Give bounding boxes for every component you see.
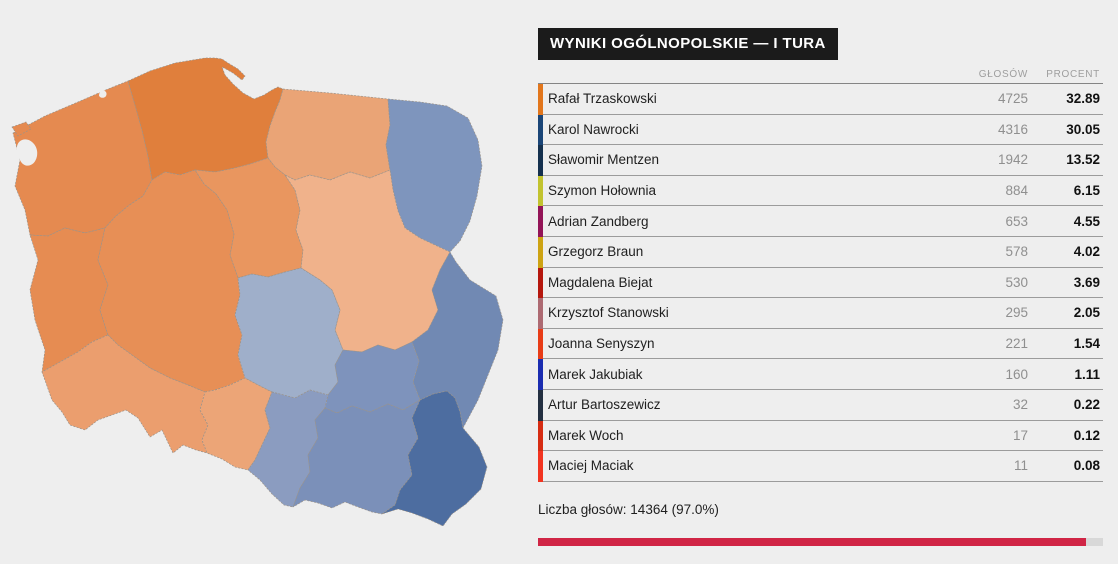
candidate-name: Joanna Senyszyn: [548, 336, 655, 352]
column-header-votes: GŁOSÓW: [978, 69, 1028, 80]
candidate-name: Krzysztof Stanowski: [548, 305, 669, 321]
candidate-color-bar: [538, 206, 543, 237]
candidate-votes: 221: [1005, 336, 1028, 352]
table-row: Artur Bartoszewicz 32 0.22: [538, 389, 1103, 421]
candidate-color-bar: [538, 420, 543, 452]
region-podkarpackie[interactable]: [381, 390, 488, 527]
candidate-votes: 1942: [997, 152, 1028, 168]
candidate-color-bar: [538, 328, 543, 360]
region-zachodniopomorskie[interactable]: [12, 80, 153, 237]
poland-choropleth-map: [0, 0, 520, 564]
candidate-color-bar: [538, 359, 543, 390]
candidate-percent: 0.12: [1073, 427, 1100, 443]
candidate-votes: 295: [1005, 305, 1028, 321]
candidate-color-bar: [538, 145, 543, 176]
candidate-name: Rafał Trzaskowski: [548, 91, 657, 107]
region-warminsko-mazurskie[interactable]: [265, 88, 391, 181]
table-row: Marek Jakubiak 160 1.11: [538, 359, 1103, 390]
region-opolskie[interactable]: [199, 377, 273, 471]
table-row: Krzysztof Stanowski 295 2.05: [538, 298, 1103, 329]
table-row: Szymon Hołownia 884 6.15: [538, 175, 1103, 207]
table-row: Sławomir Mentzen 1942 13.52: [538, 145, 1103, 176]
candidate-votes: 11: [1013, 458, 1028, 474]
progress-track: [538, 538, 1103, 546]
region-pomorskie[interactable]: [127, 57, 284, 181]
table-row: Rafał Trzaskowski 4725 32.89: [538, 84, 1103, 115]
candidate-percent: 13.52: [1066, 152, 1100, 168]
table-row: Joanna Senyszyn 221 1.54: [538, 328, 1103, 360]
candidate-percent: 4.02: [1073, 244, 1100, 260]
candidate-percent: 4.55: [1073, 213, 1100, 229]
candidate-name: Szymon Hołownia: [548, 183, 657, 199]
candidate-percent: 3.69: [1073, 274, 1100, 290]
region-lodzkie[interactable]: [234, 267, 344, 399]
candidate-color-bar: [538, 389, 543, 421]
candidate-votes: 653: [1005, 213, 1028, 229]
candidate-color-bar: [538, 236, 543, 268]
results-table-body: Rafał Trzaskowski 4725 32.89 Karol Nawro…: [538, 84, 1103, 482]
candidate-color-bar: [538, 114, 543, 146]
candidate-color-bar: [538, 267, 543, 299]
candidate-percent: 1.11: [1074, 366, 1100, 382]
candidate-color-bar: [538, 298, 543, 329]
candidate-percent: 6.15: [1073, 183, 1100, 199]
table-row: Maciej Maciak 11 0.08: [538, 451, 1103, 482]
candidate-name: Grzegorz Braun: [548, 244, 644, 260]
candidate-name: Karol Nawrocki: [548, 121, 639, 137]
candidate-percent: 0.08: [1073, 458, 1100, 474]
candidate-votes: 160: [1005, 366, 1028, 382]
candidate-percent: 30.05: [1066, 121, 1100, 137]
coastal-inlet: [99, 90, 107, 98]
candidate-name: Artur Bartoszewicz: [548, 397, 661, 413]
region-zachodniopomorskie-island[interactable]: [11, 121, 32, 137]
candidate-percent: 1.54: [1073, 336, 1100, 352]
candidate-votes: 17: [1012, 427, 1028, 443]
table-row: Magdalena Biejat 530 3.69: [538, 267, 1103, 299]
candidate-name: Maciej Maciak: [548, 458, 634, 474]
candidate-color-bar: [538, 84, 543, 115]
table-row: Marek Woch 17 0.12: [538, 420, 1103, 452]
candidate-percent: 2.05: [1073, 305, 1100, 321]
votes-summary: Liczba głosów: 14364 (97.0%): [538, 502, 719, 517]
candidate-percent: 0.22: [1073, 397, 1100, 413]
region-lubelskie[interactable]: [411, 251, 504, 429]
table-row: Karol Nawrocki 4316 30.05: [538, 114, 1103, 146]
table-header: GŁOSÓW PROCENT: [538, 66, 1103, 84]
region-podlaskie[interactable]: [385, 98, 483, 253]
candidate-name: Magdalena Biejat: [548, 274, 653, 290]
candidate-name: Adrian Zandberg: [548, 213, 649, 229]
table-row: Adrian Zandberg 653 4.55: [538, 206, 1103, 237]
candidate-color-bar: [538, 175, 543, 207]
candidate-votes: 530: [1005, 274, 1028, 290]
szczecin-lagoon: [16, 139, 38, 166]
column-header-percent: PROCENT: [1046, 69, 1100, 80]
results-panel: WYNIKI OGÓLNOPOLSKIE — I TURA GŁOSÓW PRO…: [538, 0, 1103, 564]
progress-fill: [538, 538, 1087, 546]
candidate-percent: 32.89: [1066, 91, 1100, 107]
table-row: Grzegorz Braun 578 4.02: [538, 236, 1103, 268]
candidate-name: Marek Jakubiak: [548, 366, 643, 382]
region-swietokrzyskie[interactable]: [324, 341, 421, 414]
candidate-votes: 4316: [997, 121, 1028, 137]
candidate-name: Sławomir Mentzen: [548, 152, 660, 168]
panel-title: WYNIKI OGÓLNOPOLSKIE — I TURA: [538, 28, 838, 60]
region-dolnoslaskie[interactable]: [41, 334, 209, 454]
candidate-votes: 884: [1005, 183, 1028, 199]
candidate-name: Marek Woch: [548, 427, 624, 443]
candidate-votes: 32: [1012, 397, 1028, 413]
candidate-votes: 578: [1005, 244, 1028, 260]
candidate-votes: 4725: [997, 91, 1028, 107]
candidate-color-bar: [538, 451, 543, 482]
